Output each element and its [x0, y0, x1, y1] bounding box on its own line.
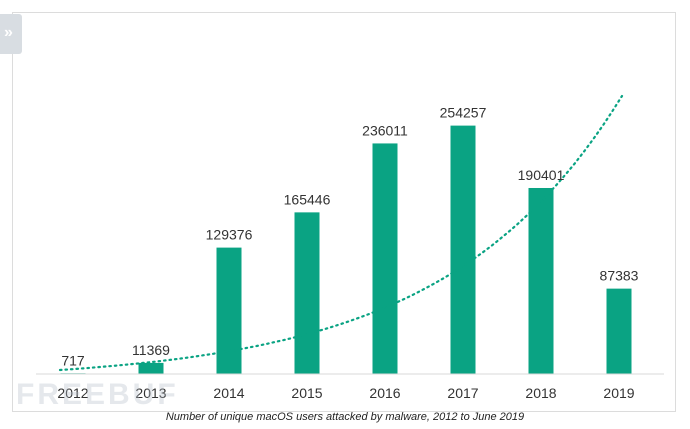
bar-2015 [294, 212, 320, 374]
data-label-2014: 129376 [206, 227, 253, 243]
bar-2013 [138, 362, 164, 374]
trend-line [58, 94, 624, 372]
double-chevron-right-icon: » [4, 24, 13, 41]
x-tick-2015: 2015 [291, 385, 322, 401]
x-tick-2013: 2013 [135, 385, 166, 401]
data-label-2017: 254257 [440, 105, 487, 121]
corner-tab[interactable]: » [0, 14, 22, 54]
bar-2019 [606, 288, 632, 374]
chart-caption: Number of unique macOS users attacked by… [165, 411, 525, 423]
x-tick-2019: 2019 [603, 385, 634, 401]
chart-frame [12, 12, 676, 412]
data-label-2013: 11369 [132, 342, 170, 358]
bar-2014 [216, 247, 242, 374]
bar-2018 [528, 187, 554, 374]
x-tick-2012: 2012 [57, 385, 88, 401]
data-label-2012: 717 [61, 352, 85, 368]
data-label-2016: 236011 [362, 122, 408, 138]
x-tick-2016: 2016 [369, 385, 400, 401]
data-label-2015: 165446 [284, 191, 331, 207]
watermark-text: FREEBUF [16, 378, 179, 411]
data-label-2019: 87383 [600, 268, 639, 284]
bar-2017 [450, 125, 476, 374]
data-label-2018: 190401 [518, 167, 565, 183]
bar-2016 [372, 143, 398, 374]
x-tick-2018: 2018 [525, 385, 556, 401]
x-tick-2017: 2017 [447, 385, 478, 401]
x-tick-2014: 2014 [213, 385, 244, 401]
